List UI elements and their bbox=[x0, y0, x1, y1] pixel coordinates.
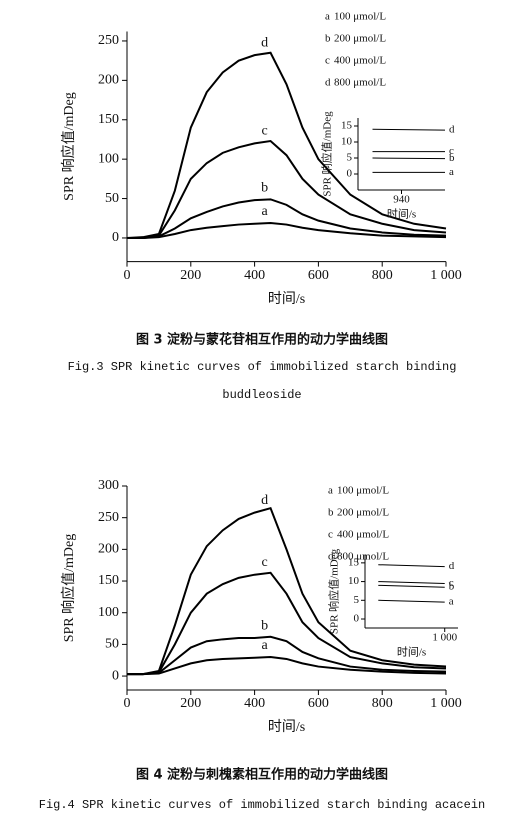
x-axis-label: 时间/s bbox=[268, 719, 305, 735]
inset-y-tick-label: 5 bbox=[347, 152, 353, 164]
y-tick-label: 0 bbox=[112, 668, 119, 683]
inset-line-label: c bbox=[449, 577, 454, 589]
curve bbox=[126, 51, 447, 239]
curve bbox=[127, 506, 447, 676]
inset-line bbox=[378, 599, 445, 603]
inset-line-label: b bbox=[449, 581, 455, 593]
y-tick-label: 200 bbox=[98, 73, 119, 88]
y-tick-label: 250 bbox=[98, 33, 119, 48]
inset-line-label: a bbox=[449, 596, 454, 608]
inset-y-tick-label: 0 bbox=[347, 168, 353, 180]
caption-en: Fig.4 SPR kinetic curves of immobilized … bbox=[39, 798, 485, 812]
y-tick-label: 100 bbox=[98, 605, 119, 620]
x-tick-label: 400 bbox=[244, 268, 265, 283]
caption-en: Fig.3 SPR kinetic curves of immobilized … bbox=[68, 360, 457, 374]
legend-key: c bbox=[325, 55, 330, 67]
curve bbox=[127, 571, 447, 676]
curve-label: a bbox=[261, 204, 268, 219]
legend-label: 100 μmol/L bbox=[337, 485, 389, 497]
y-axis-label: SPR 响应值/mDeg bbox=[60, 92, 77, 201]
legend-label: 800 μmol/L bbox=[334, 77, 386, 89]
inset-y-label: SPR 响应值/mDeg bbox=[320, 111, 334, 197]
inset-line bbox=[372, 128, 446, 131]
legend-key: b bbox=[328, 507, 334, 519]
y-tick-label: 0 bbox=[112, 230, 119, 245]
curve-label: a bbox=[261, 638, 268, 653]
x-tick-label: 1 000 bbox=[430, 268, 462, 283]
caption-zh: 图 3 淀粉与蒙花苷相互作用的动力学曲线图 bbox=[136, 332, 388, 348]
inset-x-label: 时间/s bbox=[397, 646, 426, 659]
inset-y-tick-label: 15 bbox=[341, 120, 353, 132]
x-tick-label: 600 bbox=[308, 696, 329, 711]
y-tick-label: 300 bbox=[98, 478, 119, 493]
caption-en: buddleoside bbox=[222, 388, 301, 402]
curve bbox=[127, 198, 447, 239]
inset-x-tick-label: 940 bbox=[393, 194, 410, 206]
x-tick-label: 0 bbox=[124, 268, 131, 283]
inset-line bbox=[372, 157, 446, 160]
x-tick-label: 200 bbox=[180, 268, 201, 283]
caption-zh: 图 4 淀粉与刺槐素相互作用的动力学曲线图 bbox=[136, 767, 388, 783]
inset-y-label: SPR 响应值/mDeg bbox=[327, 548, 341, 634]
x-tick-label: 200 bbox=[180, 696, 201, 711]
legend-label: 200 μmol/L bbox=[337, 507, 389, 519]
curve bbox=[127, 139, 447, 239]
y-tick-label: 50 bbox=[105, 637, 119, 652]
y-axis-label: SPR 响应值/mDeg bbox=[60, 534, 77, 643]
inset-y-tick-label: 10 bbox=[341, 136, 353, 148]
inset-y-tick-label: 5 bbox=[354, 594, 360, 606]
x-tick-label: 800 bbox=[372, 268, 393, 283]
curve bbox=[127, 221, 447, 239]
inset-y-tick-label: 10 bbox=[348, 575, 360, 587]
x-tick-label: 800 bbox=[372, 696, 393, 711]
legend-label: 200 μmol/L bbox=[334, 33, 386, 45]
inset-line-label: d bbox=[449, 124, 455, 136]
inset-line bbox=[378, 564, 445, 568]
legend-key: a bbox=[325, 11, 330, 23]
legend-key: d bbox=[328, 551, 334, 563]
inset-line bbox=[378, 581, 445, 584]
inset-line-label: d bbox=[449, 560, 455, 572]
inset-x-tick-label: 1 000 bbox=[432, 632, 457, 644]
curve-label: c bbox=[261, 555, 267, 570]
x-tick-label: 1 000 bbox=[430, 696, 462, 711]
curve-label: b bbox=[261, 618, 268, 633]
inset-x-label: 时间/s bbox=[387, 208, 416, 221]
x-tick-label: 600 bbox=[308, 268, 329, 283]
inset-line-label: b bbox=[449, 152, 455, 164]
legend-key: c bbox=[328, 529, 333, 541]
legend-key: b bbox=[325, 33, 331, 45]
y-tick-label: 150 bbox=[98, 112, 119, 127]
x-axis-label: 时间/s bbox=[268, 291, 305, 307]
curve-label: d bbox=[261, 35, 268, 50]
curve bbox=[127, 656, 447, 676]
curve-label: c bbox=[261, 124, 267, 139]
legend-label: 400 μmol/L bbox=[334, 55, 386, 67]
x-tick-label: 400 bbox=[244, 696, 265, 711]
legend-key: a bbox=[328, 485, 333, 497]
inset-line bbox=[378, 584, 445, 588]
inset-line-label: a bbox=[449, 166, 454, 178]
legend-label: 400 μmol/L bbox=[337, 529, 389, 541]
x-tick-label: 0 bbox=[124, 696, 131, 711]
inset-y-tick-label: 15 bbox=[348, 556, 360, 568]
inset-y-tick-label: 0 bbox=[354, 613, 360, 625]
curve bbox=[127, 635, 447, 676]
curve-label: d bbox=[261, 493, 268, 508]
legend-label: 100 μmol/L bbox=[334, 11, 386, 23]
legend-label: 800 μmol/L bbox=[337, 551, 389, 563]
inset-line-label: c bbox=[449, 145, 454, 157]
y-tick-label: 50 bbox=[105, 191, 119, 206]
curve-label: b bbox=[261, 180, 268, 195]
y-tick-label: 250 bbox=[98, 510, 119, 525]
y-tick-label: 200 bbox=[98, 542, 119, 557]
y-tick-label: 100 bbox=[98, 151, 119, 166]
legend-key: d bbox=[325, 77, 331, 89]
y-tick-label: 150 bbox=[98, 573, 119, 588]
